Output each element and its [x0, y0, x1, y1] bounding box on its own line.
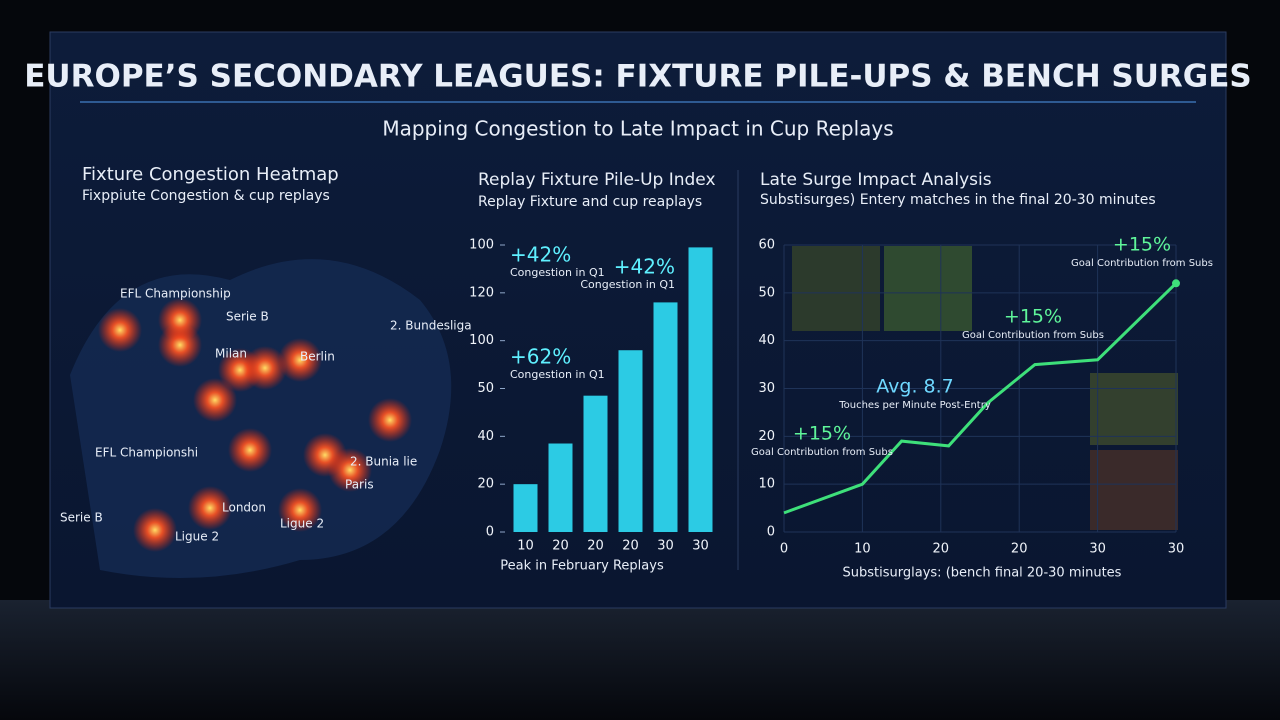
- heat-spot: [158, 298, 202, 342]
- heat-spot: [278, 488, 322, 532]
- bar: [548, 443, 573, 532]
- map-label: 2. Bunia lie: [350, 455, 417, 469]
- floor: [0, 600, 1280, 720]
- heat-spot: [228, 428, 272, 472]
- heat-spot: [98, 308, 142, 352]
- photo: [884, 246, 972, 331]
- x-tick-label: 30: [1089, 542, 1106, 557]
- map-subtitle: Fixppiute Congestion & cup replays: [82, 188, 330, 204]
- y-tick-label: 0: [767, 525, 775, 540]
- y-tick-label: 20: [477, 477, 494, 492]
- y-tick-label: 50: [477, 381, 494, 396]
- map-label: Serie B: [60, 511, 103, 525]
- bar: [653, 302, 678, 532]
- annotation-note: Congestion in Q1: [580, 278, 675, 291]
- y-tick-label: 50: [758, 285, 775, 300]
- chart-title: Replay Fixture Pile-Up Index: [478, 170, 716, 190]
- annotation-value: +15%: [1004, 306, 1062, 328]
- x-tick-label: 10: [854, 542, 871, 557]
- annotation-note: Goal Contribution from Subs: [751, 447, 893, 458]
- chart-subtitle: Substisurges) Entery matches in the fina…: [760, 192, 1156, 208]
- map-label: Serie B: [226, 310, 269, 324]
- x-tick-label: 30: [657, 539, 674, 554]
- annotation-value: +42%: [510, 243, 571, 267]
- y-tick-label: 0: [486, 525, 494, 540]
- x-tick-label: 0: [780, 542, 788, 557]
- x-axis-label: Peak in February Replays: [500, 559, 664, 574]
- bar: [688, 247, 713, 532]
- bar: [513, 484, 538, 532]
- map-label: 2. Bundesliga: [390, 319, 472, 333]
- y-tick-label: 60: [758, 238, 775, 253]
- y-tick-label: 10: [758, 477, 775, 492]
- heat-spot: [328, 448, 372, 492]
- annotation-value: +62%: [510, 345, 571, 369]
- x-tick-label: 10: [517, 539, 534, 554]
- map-label: Ligue 2: [280, 517, 324, 531]
- bar: [583, 395, 608, 532]
- y-tick-label: 30: [758, 381, 775, 396]
- map-title: Fixture Congestion Heatmap: [82, 164, 339, 185]
- x-tick-label: 20: [1011, 542, 1028, 557]
- photo: [1090, 450, 1178, 530]
- x-tick-label: 30: [692, 539, 709, 554]
- heat-spot: [278, 338, 322, 382]
- y-tick-label: 100: [469, 238, 494, 253]
- annotation-note: Congestion in Q1: [510, 368, 605, 381]
- x-tick-label: 20: [933, 542, 950, 557]
- x-tick-label: 20: [552, 539, 569, 554]
- x-tick-label: 20: [622, 539, 639, 554]
- photo: [1090, 373, 1178, 445]
- title: EUROPE’S SECONDARY LEAGUES: FIXTURE PILE…: [24, 59, 1252, 95]
- annotation-note: Goal Contribution from Subs: [962, 330, 1104, 341]
- y-tick-label: 20: [758, 429, 775, 444]
- heat-spot: [188, 486, 232, 530]
- line-end: [1172, 279, 1180, 288]
- y-tick-label: 40: [477, 429, 494, 444]
- y-tick-label: 120: [469, 285, 494, 300]
- heat-spot: [133, 508, 177, 552]
- map-label: EFL Championshi: [95, 446, 198, 460]
- annotation-value: Avg. 8.7: [876, 376, 953, 398]
- heat-spot: [368, 398, 412, 442]
- chart-title: Late Surge Impact Analysis: [760, 170, 992, 190]
- annotation-note: Touches per Minute Post-Entry: [838, 400, 991, 411]
- annotation-note: Goal Contribution from Subs: [1071, 258, 1213, 269]
- x-axis-label: Substisurglays: (bench final 20-30 minut…: [843, 566, 1122, 581]
- map-label: Ligue 2: [175, 530, 219, 544]
- annotation-value: +15%: [793, 423, 851, 445]
- bar: [618, 350, 643, 532]
- heat-spot: [193, 378, 237, 422]
- annotation-value: +42%: [614, 255, 675, 279]
- x-tick-label: 30: [1168, 542, 1185, 557]
- chart-subtitle: Replay Fixture and cup reaplays: [478, 194, 702, 210]
- x-tick-label: 20: [587, 539, 604, 554]
- line: [783, 282, 1178, 515]
- y-tick-label: 40: [758, 333, 775, 348]
- map-label: Berlin: [300, 350, 335, 364]
- photo: [792, 246, 880, 331]
- map-label: Paris: [345, 478, 374, 492]
- map-label: Milan: [215, 347, 247, 361]
- annotation-value: +15%: [1113, 234, 1171, 256]
- annotation-note: Congestion in Q1: [510, 266, 605, 279]
- heat-spot: [243, 346, 287, 390]
- map-label: London: [222, 501, 266, 515]
- subtitle: Mapping Congestion to Late Impact in Cup…: [382, 117, 893, 141]
- map-label: EFL Championship: [120, 287, 231, 301]
- y-tick-label: 100: [469, 333, 494, 348]
